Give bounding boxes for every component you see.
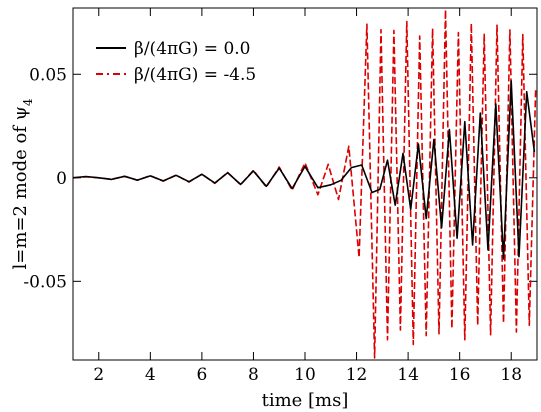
y-tick-label: 0 xyxy=(56,169,67,189)
ticks-group: 2 4 6 8 10 12 14 16 18 -0.05 0 0.05 xyxy=(23,8,537,385)
y-tick-label: -0.05 xyxy=(23,272,67,292)
legend-label-0: β/(4πG) = 0.0 xyxy=(134,39,250,59)
x-tick-label: 8 xyxy=(248,365,259,385)
x-tick-label: 16 xyxy=(449,365,471,385)
series-line-0 xyxy=(72,80,536,260)
x-tick-label: 14 xyxy=(397,365,419,385)
x-tick-label: 12 xyxy=(346,365,368,385)
legend-label-1: β/(4πG) = -4.5 xyxy=(134,65,256,85)
series-group xyxy=(72,8,537,359)
y-tick-label: 0.05 xyxy=(29,65,67,85)
x-tick-label: 18 xyxy=(500,365,522,385)
legend: β/(4πG) = 0.0 β/(4πG) = -4.5 xyxy=(96,39,256,85)
x-tick-label: 4 xyxy=(145,365,156,385)
x-axis-title: time [ms] xyxy=(262,390,349,411)
x-tick-label: 10 xyxy=(294,365,316,385)
x-tick-label: 6 xyxy=(196,365,207,385)
plot-area xyxy=(72,7,538,361)
y-axis-title: l=m=2 mode of ψ4 xyxy=(10,98,35,269)
y-axis-title-subscript: 4 xyxy=(21,98,35,106)
y-axis-title-main: l=m=2 mode of ψ xyxy=(10,106,31,269)
x-tick-label: 2 xyxy=(93,365,104,385)
